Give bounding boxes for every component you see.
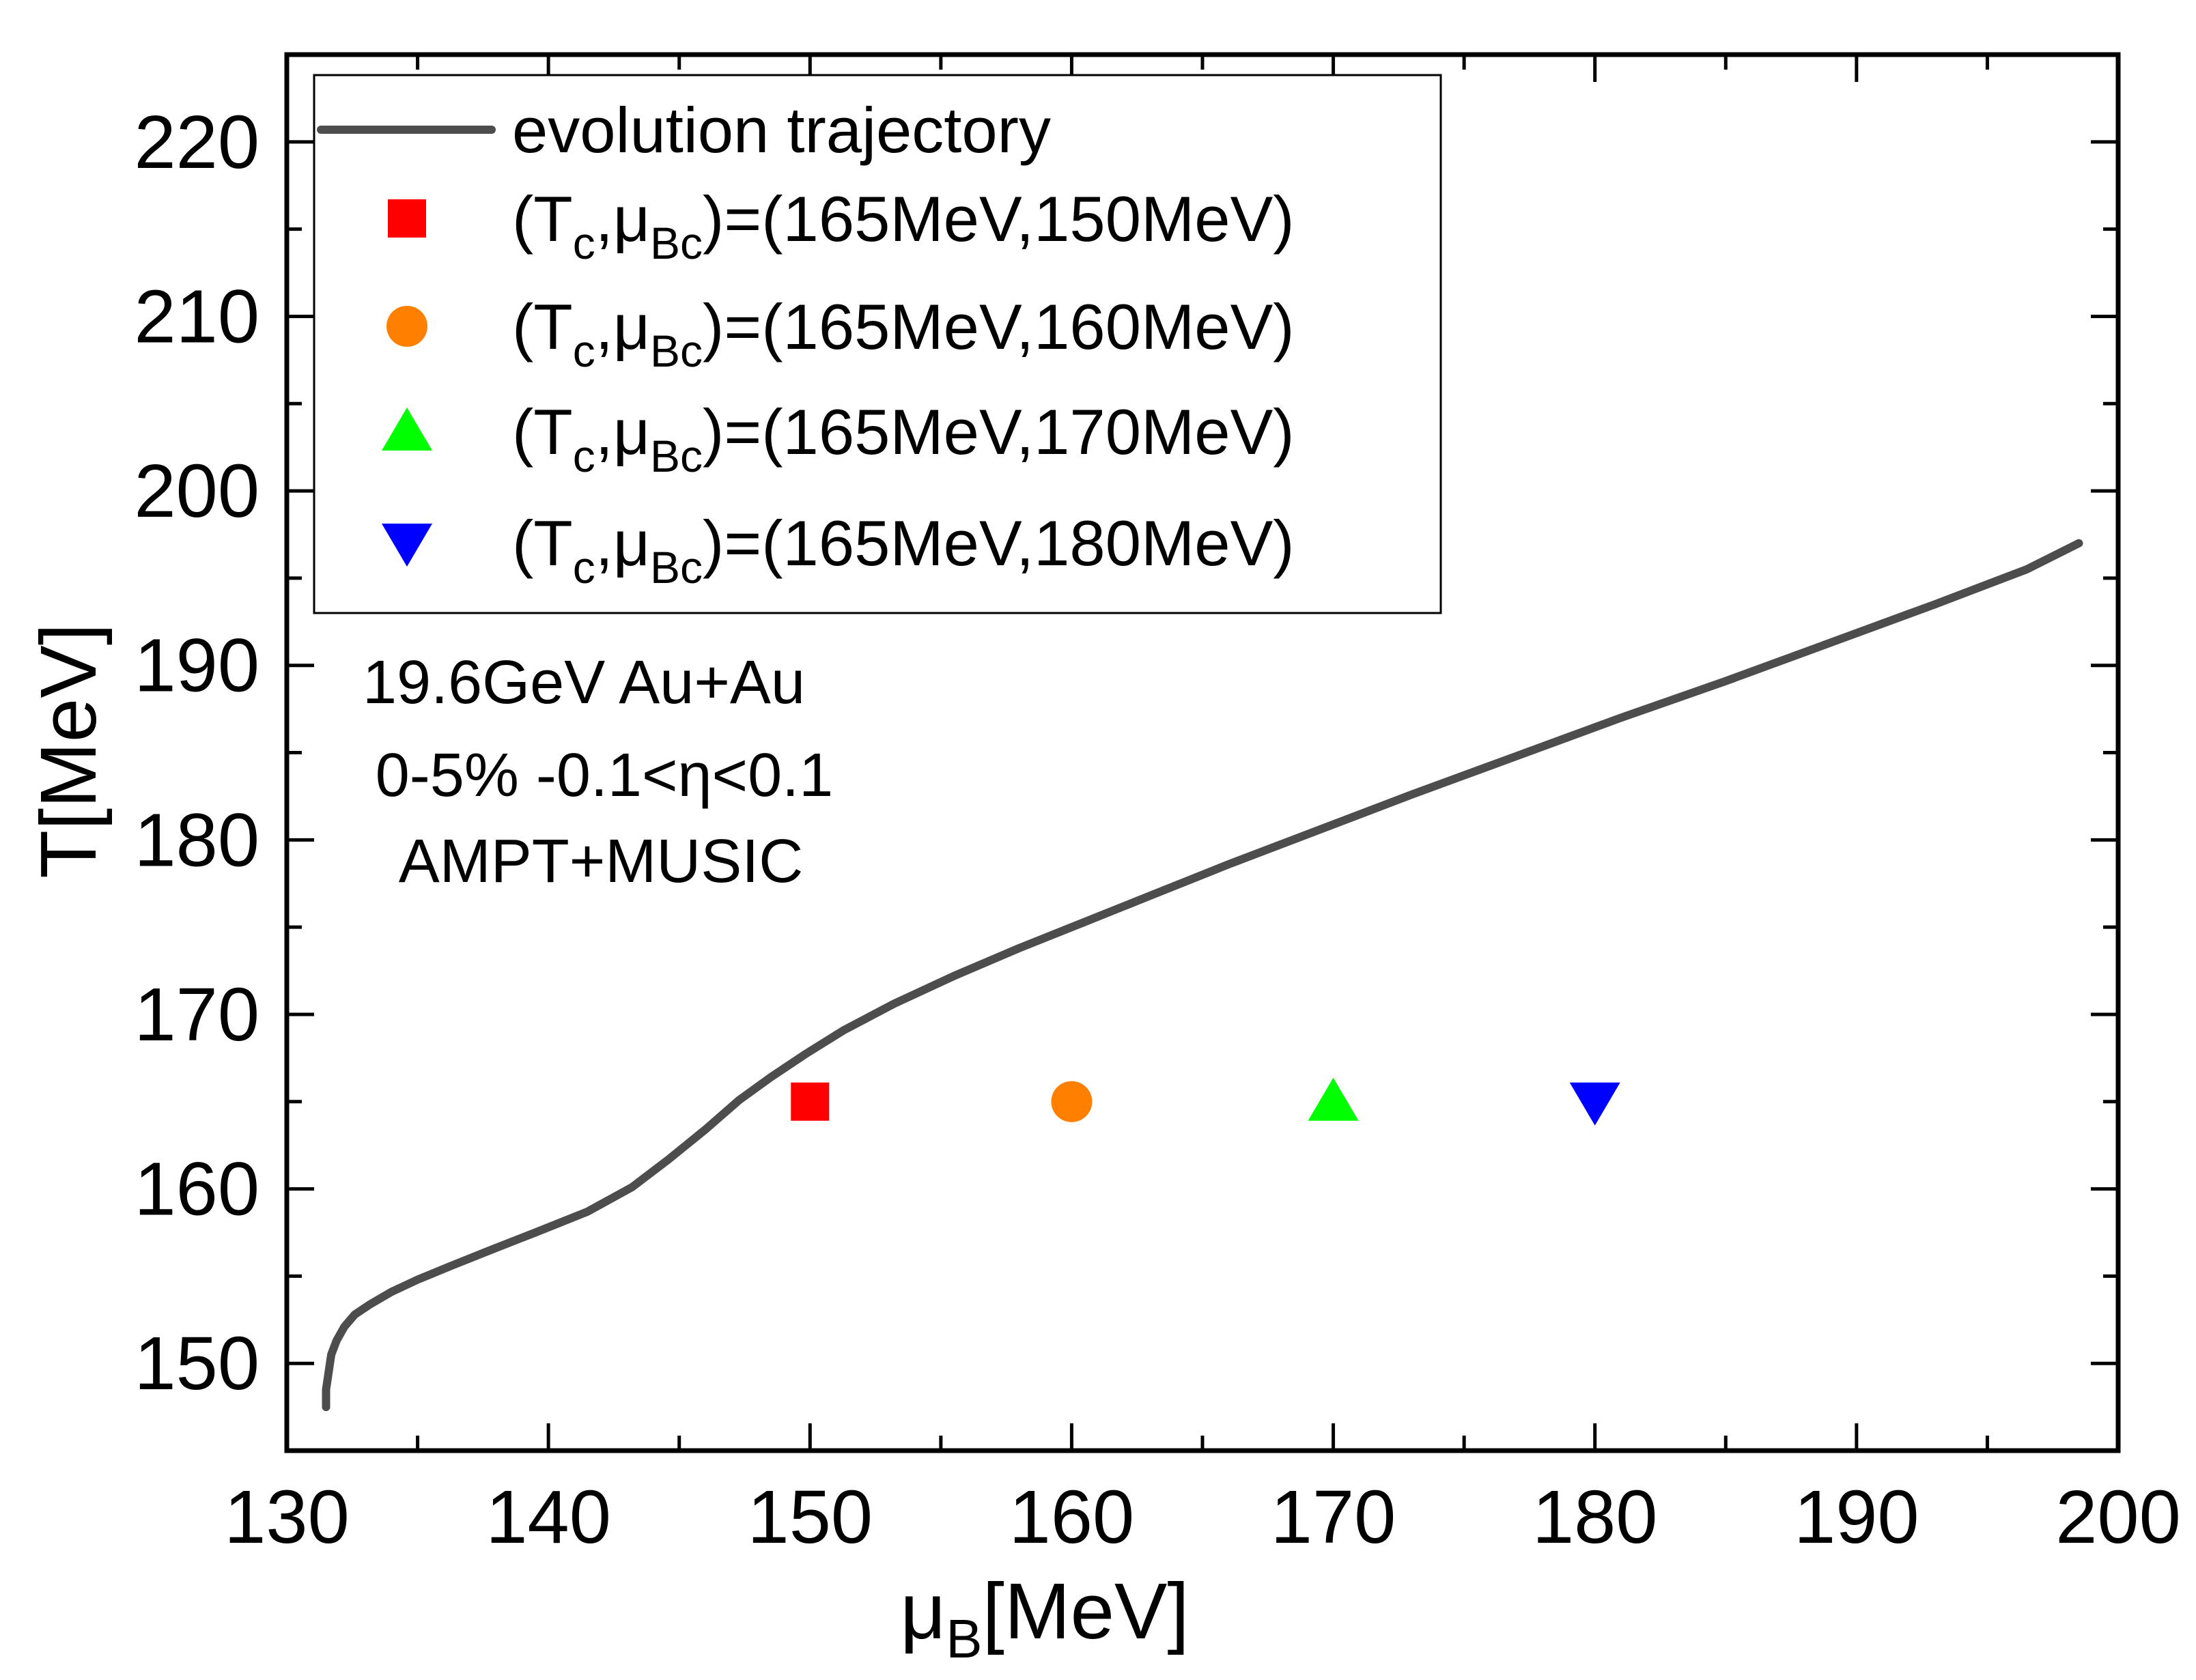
legend-triangle-up-swatch: [382, 408, 432, 451]
annotation-line-2: 0-5% -0.1<η<0.1: [376, 741, 833, 810]
legend: evolution trajectory (Tc,μBc)=(165MeV,150…: [313, 74, 1442, 614]
x-tick-label: 170: [1271, 1475, 1396, 1559]
x-tick-label: 150: [748, 1475, 873, 1559]
data-point-circle: [1051, 1081, 1093, 1122]
y-tick-label: 220: [134, 100, 259, 184]
x-tick-label: 140: [485, 1475, 611, 1559]
legend-label: evolution trajectory: [512, 94, 1051, 166]
data-point-square: [791, 1082, 830, 1121]
data-point-triangle-up: [1308, 1077, 1359, 1121]
x-tick-label: 190: [1794, 1475, 1919, 1559]
legend-square-swatch: [388, 199, 426, 238]
x-tick-label: 160: [1009, 1475, 1135, 1559]
x-tick-label: 180: [1532, 1475, 1658, 1559]
y-tick-label: 210: [134, 274, 259, 358]
annotation-line-1: 19.6GeV Au+Au: [363, 649, 805, 717]
series-evolution-trajectory-line: [322, 539, 2083, 1412]
y-tick-label: 190: [134, 624, 259, 708]
annotation-line-3: AMPT+MUSIC: [399, 827, 804, 896]
legend-label: (Tc,μBc)=(165MeV,180MeV): [512, 507, 1295, 593]
legend-circle-swatch: [386, 306, 427, 347]
y-tick-label: 180: [134, 798, 259, 882]
x-tick-label: 130: [224, 1475, 350, 1559]
plot-frame: [284, 52, 2121, 1453]
legend-label: (Tc,μBc)=(165MeV,160MeV): [512, 291, 1295, 376]
y-tick-label: 150: [134, 1322, 259, 1406]
legend-box: [313, 74, 1442, 614]
x-tick-label: 200: [2055, 1475, 2181, 1559]
axis-ticks: [285, 55, 2120, 1451]
tick-labels: 130 140 150 160 170 180 190 200 150 160 170 180 190 2…: [134, 100, 2180, 1559]
x-axis-title: μB[MeV]: [900, 1567, 1189, 1669]
plot-series: [322, 539, 2083, 1412]
y-tick-label: 170: [134, 973, 259, 1057]
legend-label: (Tc,μBc)=(165MeV,150MeV): [512, 183, 1295, 268]
y-tick-label: 160: [134, 1148, 259, 1231]
data-point-triangle-down: [1569, 1082, 1620, 1126]
y-tick-label: 200: [134, 449, 259, 533]
legend-triangle-down-swatch: [382, 524, 432, 567]
y-axis-title: T[MeV]: [24, 623, 113, 879]
annotation-block: 19.6GeV Au+Au 0-5% -0.1<η<0.1 AMPT+MUSIC: [363, 649, 833, 896]
legend-label: (Tc,μBc)=(165MeV,170MeV): [512, 396, 1295, 481]
